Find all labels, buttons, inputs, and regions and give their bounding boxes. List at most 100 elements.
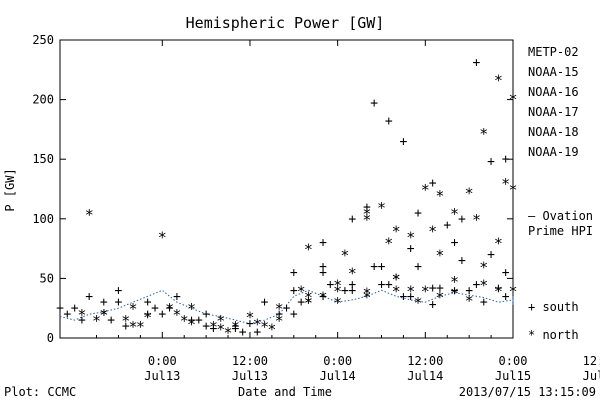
marker-legend: + south * north: [528, 300, 579, 342]
data-point: +: [436, 281, 444, 296]
data-point: +: [370, 259, 378, 274]
y-axis-label: P [GW]: [3, 168, 17, 211]
data-point: +: [319, 259, 327, 274]
data-point: *: [377, 199, 386, 217]
data-point: *: [304, 241, 313, 259]
marker-legend-entry: * north: [528, 328, 579, 342]
y-tick-label: 250: [32, 33, 54, 47]
data-point: *: [136, 318, 145, 336]
data-point: +: [399, 289, 407, 304]
data-point: *: [406, 229, 415, 247]
data-point: *: [406, 282, 415, 300]
y-tick-label: 150: [32, 152, 54, 166]
data-point: +: [502, 289, 510, 304]
data-point: +: [487, 248, 495, 263]
data-point: +: [326, 277, 334, 292]
data-point: +: [78, 313, 86, 328]
data-point: +: [56, 301, 64, 316]
data-point: +: [253, 325, 261, 340]
data-point: *: [392, 270, 401, 288]
data-point: *: [165, 300, 174, 318]
data-point: *: [304, 288, 313, 306]
data-point: *: [275, 300, 284, 318]
x-tick-time: 12:00: [232, 354, 268, 368]
data-point: +: [502, 265, 510, 280]
legend-entry: METP-02: [528, 45, 579, 59]
x-axis-label: Date and Time: [238, 385, 332, 399]
data-point: +: [487, 155, 495, 170]
x-tick-day: Jul14: [320, 369, 356, 383]
legend-entry: NOAA-19: [528, 145, 579, 159]
data-point: +: [210, 321, 218, 336]
data-point: +: [443, 218, 451, 233]
data-point: *: [508, 181, 517, 199]
data-point: *: [224, 324, 233, 342]
data-point: *: [129, 318, 138, 336]
data-point: *: [362, 211, 371, 229]
data-point: *: [216, 320, 225, 338]
data-point: +: [370, 96, 378, 111]
data-point: *: [187, 300, 196, 318]
data-point: +: [348, 283, 356, 298]
data-point: +: [414, 259, 422, 274]
legend-entry: NOAA-18: [528, 125, 579, 139]
data-point: *: [362, 205, 371, 223]
data-point: +: [166, 301, 174, 316]
data-point: +: [290, 307, 298, 322]
data-point: +: [122, 319, 130, 334]
data-point: +: [173, 289, 181, 304]
data-point: +: [283, 301, 291, 316]
data-point: *: [297, 282, 306, 300]
footer-left: Plot: CCMC: [4, 385, 76, 399]
data-point: *: [472, 211, 481, 229]
data-point: +: [144, 295, 152, 310]
data-point: *: [85, 206, 94, 224]
data-point: +: [231, 319, 239, 334]
data-point: +: [385, 114, 393, 129]
data-point: +: [297, 295, 305, 310]
data-point: *: [304, 294, 313, 312]
x-tick-day: Jul15: [495, 369, 531, 383]
data-point: +: [85, 289, 93, 304]
footer-right: 2013/07/15 13:15:09: [459, 385, 596, 399]
data-point: *: [392, 223, 401, 241]
data-point: +: [429, 298, 437, 313]
legend-entry: NOAA-15: [528, 65, 579, 79]
data-point: *: [92, 312, 101, 330]
data-point: *: [121, 312, 130, 330]
ovation-line: [59, 289, 514, 325]
data-point: +: [158, 307, 166, 322]
data-point: *: [245, 309, 254, 327]
data-point: *: [209, 318, 218, 336]
data-point: *: [435, 288, 444, 306]
data-point: +: [414, 206, 422, 221]
x-tick-day: Jul13: [144, 369, 180, 383]
y-axis: 0 50 100 150 200 250: [32, 33, 513, 345]
legend-entry: NOAA-16: [528, 85, 579, 99]
data-point: *: [253, 316, 262, 334]
data-point: *: [275, 312, 284, 330]
ovation-label-line-2: Prime HPI: [528, 224, 593, 238]
data-point: +: [151, 301, 159, 316]
data-point: *: [479, 258, 488, 276]
legend: METP-02 NOAA-15 NOAA-16 NOAA-17 NOAA-18 NOAA-…: [528, 45, 579, 159]
data-point: *: [319, 288, 328, 306]
data-point: *: [435, 187, 444, 205]
data-point: +: [458, 254, 466, 269]
data-point: +: [115, 295, 123, 310]
data-point: *: [99, 306, 108, 324]
data-point: +: [319, 289, 327, 304]
data-point: *: [508, 90, 517, 108]
data-point: *: [494, 282, 503, 300]
plot-frame: [59, 39, 514, 339]
data-point: *: [129, 300, 138, 318]
data-point: +: [290, 265, 298, 280]
data-point: *: [143, 309, 152, 327]
data-point: +: [202, 319, 210, 334]
data-point: *: [362, 285, 371, 303]
data-point: +: [115, 283, 123, 298]
data-point: *: [421, 282, 430, 300]
data-point: *: [77, 306, 86, 324]
data-point: *: [348, 264, 357, 282]
